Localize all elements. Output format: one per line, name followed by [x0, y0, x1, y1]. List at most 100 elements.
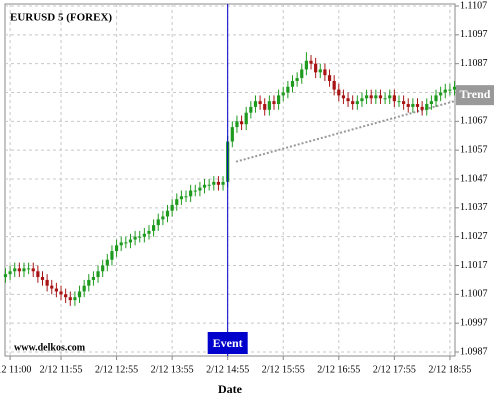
- candle-body: [119, 242, 123, 246]
- candle-body: [434, 95, 438, 102]
- candle-body: [314, 63, 318, 73]
- candle-body: [152, 225, 156, 231]
- candle-body: [3, 274, 8, 278]
- candle-body: [318, 69, 322, 73]
- trend-label: Trend: [460, 87, 491, 101]
- candle-body: [207, 184, 211, 186]
- grid: [5, 4, 455, 356]
- y-tick-label: 1.1107: [460, 0, 487, 11]
- y-tick-label: 1.0987: [460, 346, 488, 357]
- candle-body: [202, 184, 207, 188]
- plot-frame: [4, 3, 456, 357]
- candle-body: [36, 271, 40, 278]
- y-tick-label: 1.1057: [460, 144, 488, 155]
- candle-body: [22, 268, 26, 272]
- candle-body: [31, 268, 35, 272]
- candle-body: [374, 95, 378, 99]
- candle-body: [295, 78, 299, 81]
- candle-body: [378, 95, 383, 99]
- candle-body: [443, 89, 447, 93]
- candle-body: [73, 297, 77, 301]
- candle-body: [351, 101, 355, 105]
- candle-body: [337, 89, 341, 96]
- candle-body: [114, 245, 119, 252]
- candle-body: [272, 101, 276, 105]
- y-tick-label: 1.1097: [460, 29, 488, 40]
- candle-body: [156, 219, 160, 226]
- candle-body: [193, 190, 197, 192]
- candle-body: [406, 104, 410, 107]
- candle-body: [170, 204, 174, 211]
- y-tick-label: 1.1007: [460, 289, 488, 300]
- x-tick-label: 2/12 11:55: [40, 364, 83, 375]
- candle-body: [415, 104, 420, 107]
- y-tick-label: 1.1047: [460, 173, 488, 184]
- candle-body: [341, 95, 346, 99]
- candle-body: [327, 75, 332, 81]
- candle-body: [189, 190, 193, 197]
- candle-body: [77, 291, 82, 298]
- candle-body: [27, 268, 31, 270]
- candle-body: [96, 271, 100, 278]
- event-box: [207, 332, 248, 354]
- candle-body: [68, 297, 72, 301]
- candle-body: [369, 95, 373, 99]
- candle-body: [138, 236, 142, 238]
- trend-line: [235, 100, 455, 163]
- x-tick-label: 2/12 16:55: [317, 364, 360, 375]
- candle-body: [235, 121, 239, 128]
- candle-body: [212, 181, 216, 185]
- candle-body: [198, 187, 202, 191]
- candle-body: [50, 285, 54, 289]
- candle-body: [452, 86, 457, 90]
- candle-body: [383, 98, 387, 100]
- candle-body: [101, 265, 105, 272]
- x-tick-label: 2/12 18:55: [428, 364, 471, 375]
- candle-body: [82, 285, 86, 292]
- candle-body: [124, 242, 128, 244]
- candle-body: [221, 181, 225, 185]
- candle-body: [216, 181, 221, 185]
- candle-body: [300, 69, 304, 79]
- candle-body: [13, 268, 17, 272]
- y-tick-label: 1.1037: [460, 202, 488, 213]
- candle-body: [17, 268, 21, 272]
- x-tick-label: 2/12 17:55: [373, 364, 416, 375]
- candle-body: [360, 98, 364, 102]
- candle-body: [332, 80, 336, 90]
- candle-body: [277, 95, 281, 105]
- candle-body: [40, 277, 45, 280]
- x-tick-label: 2/12 15:55: [262, 364, 305, 375]
- watermark: www.delkos.com: [14, 342, 86, 353]
- candle-body: [147, 230, 151, 234]
- candle-body: [411, 104, 415, 107]
- candle-body: [161, 216, 165, 220]
- candle-body: [392, 95, 396, 102]
- candle-body: [230, 127, 234, 142]
- candle-body: [388, 95, 392, 99]
- candle-body: [253, 101, 258, 107]
- candle-body: [364, 95, 369, 99]
- y-tick-label: 1.1087: [460, 58, 488, 69]
- candle-body: [239, 121, 244, 125]
- x-axis-label: Date: [218, 382, 243, 396]
- candle-body: [448, 89, 452, 91]
- candle-body: [64, 294, 68, 298]
- candle-body: [179, 196, 183, 200]
- candle-body: [425, 104, 429, 110]
- trend-box: [456, 85, 494, 106]
- y-tick-label: 1.0997: [460, 317, 488, 328]
- candle-body: [258, 101, 262, 105]
- event-label: Event: [213, 336, 243, 350]
- candle-body: [267, 101, 271, 110]
- candle-body: [439, 92, 443, 96]
- candle-body: [54, 288, 58, 292]
- candle-body: [133, 236, 137, 240]
- candle-body: [309, 60, 313, 64]
- candle-body: [355, 101, 359, 105]
- candle-body: [184, 196, 188, 198]
- candle-body: [45, 279, 49, 286]
- candle-body: [402, 101, 406, 105]
- candle-body: [323, 69, 327, 76]
